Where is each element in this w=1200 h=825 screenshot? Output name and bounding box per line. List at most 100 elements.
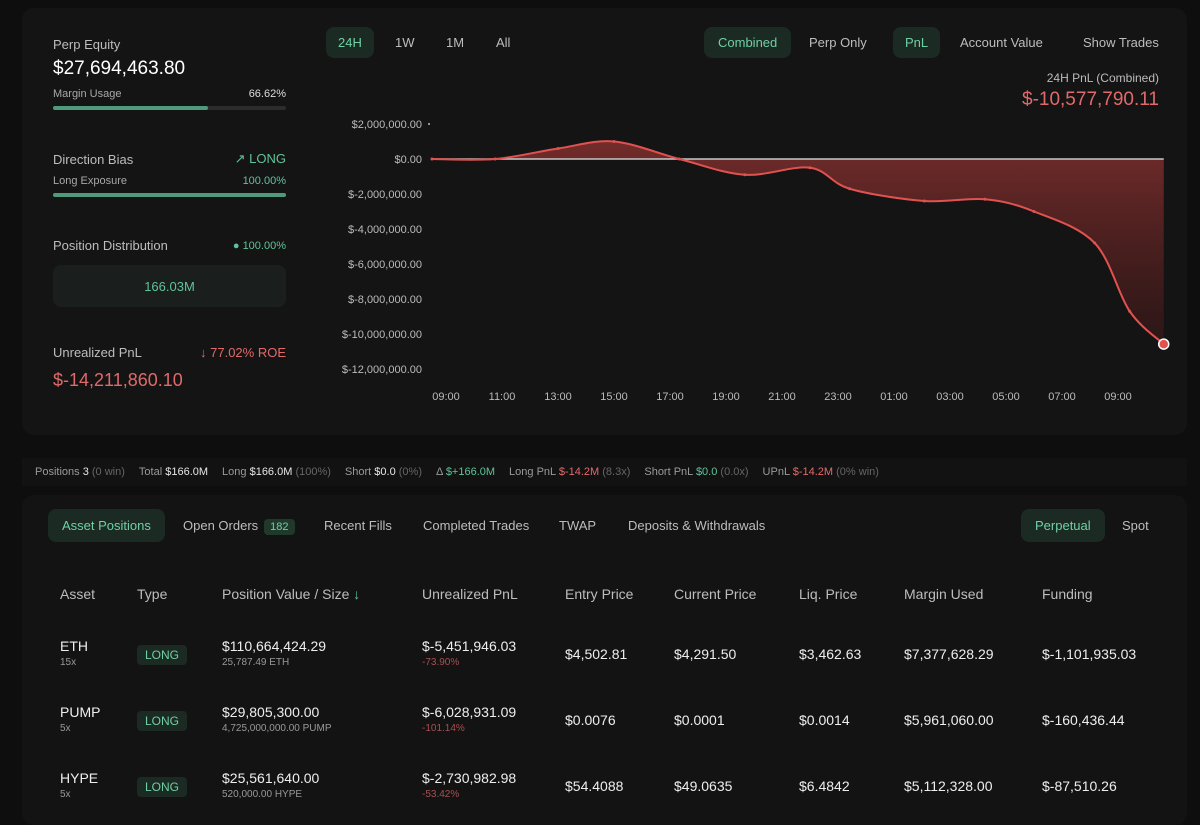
position-size: 25,787.49 ETH (222, 657, 290, 668)
roe-value: 77.02% ROE (210, 345, 286, 360)
pnl-chart[interactable]: $2,000,000.00 $0.00 $-2,000,000.00 $-4,000,… (0, 0, 1200, 420)
column-header[interactable]: Type (137, 586, 167, 602)
x-tick-label: 01:00 (880, 391, 908, 403)
current-price: $49.0635 (674, 778, 733, 794)
range-24h[interactable]: 24H (326, 27, 374, 58)
data-point (1032, 210, 1036, 213)
liq-price: $0.0014 (799, 712, 850, 728)
tab-recent-fills[interactable]: Recent Fills (324, 518, 392, 533)
long-exposure-value: 100.00% (242, 175, 286, 187)
x-tick-label: 05:00 (992, 391, 1020, 403)
summary-extra: (0% win) (836, 466, 879, 478)
column-header-label: Type (137, 586, 168, 602)
tab-asset-positions[interactable]: Asset Positions (48, 509, 165, 542)
summary-label: Long (222, 466, 247, 478)
type-badge: LONG (137, 645, 188, 665)
data-point (493, 157, 497, 161)
summary-extra: (8.3x) (602, 466, 631, 478)
tab-completed-trades[interactable]: Completed Trades (423, 518, 530, 533)
type-badge: LONG (137, 777, 188, 797)
summary-label: Total (138, 466, 163, 478)
position-distribution-pct: 100.00% (242, 239, 286, 252)
mode-combined[interactable]: Combined (704, 27, 792, 58)
tab-open-orders[interactable]: Open Orders 182 (169, 509, 309, 542)
tab-perpetual[interactable]: Perpetual (1021, 509, 1105, 542)
column-header-label: Current Price (674, 586, 757, 602)
range-1w[interactable]: 1W (395, 35, 415, 50)
mode-perp-only[interactable]: Perp Only (809, 35, 867, 50)
x-tick-label: 09:00 (1104, 391, 1132, 403)
data-point (1128, 309, 1132, 313)
arrow-down-icon: ↓ (200, 345, 211, 360)
column-header[interactable]: Margin Used (904, 586, 983, 602)
summary-label: Δ (436, 466, 443, 478)
margin-usage-bar (53, 106, 286, 110)
open-orders-count: 182 (264, 519, 295, 535)
range-all[interactable]: All (496, 35, 511, 50)
long-exposure-bar (53, 193, 286, 197)
summary-item: Positions 3 (0 win) (35, 466, 125, 478)
summary-value: $0.0 (695, 466, 718, 478)
margin-used: $5,961,060.00 (904, 712, 994, 728)
summary-value: $+166.0M (445, 466, 496, 478)
tab-spot[interactable]: Spot (1122, 518, 1149, 533)
liq-price: $3,462.63 (799, 646, 862, 662)
tab-deposits-withdrawals[interactable]: Deposits & Withdrawals (628, 518, 766, 533)
asset-name: PUMP (60, 704, 101, 720)
long-exposure-label: Long Exposure (53, 175, 127, 187)
show-trades-button[interactable]: Show Trades (1083, 35, 1159, 50)
tab-twap[interactable]: TWAP (559, 518, 597, 533)
unrealized-pnl: $-5,451,946.03 (422, 638, 517, 654)
positions-section: Asset Positions Open Orders 182 Recent Fi… (22, 495, 1187, 825)
liq-price: $6.4842 (799, 778, 850, 794)
margin-used: $5,112,328.00 (904, 778, 993, 794)
column-header[interactable]: Entry Price (565, 586, 633, 602)
asset-name: ETH (60, 638, 88, 654)
funding: $-160,436.44 (1042, 712, 1125, 728)
margin-usage-value: 66.62% (248, 88, 286, 100)
column-header[interactable]: Position Value / Size ↓ (222, 586, 360, 602)
column-header-label: Entry Price (565, 586, 634, 602)
summary-value: $166.0M (165, 466, 209, 478)
distribution-bar[interactable]: 166.03M (53, 265, 286, 307)
column-header[interactable]: Current Price (674, 586, 756, 602)
summary-item: Short PnL $0.0 (0.0x) (644, 466, 748, 478)
position-size: 4,725,000,000.00 PUMP (222, 723, 332, 734)
summary-item: Long $166.0M (100%) (222, 466, 331, 478)
metric-pnl[interactable]: PnL (893, 27, 941, 58)
column-header[interactable]: Liq. Price (799, 586, 857, 602)
position-distribution: Position Distribution ● 100.00% 166.03M (53, 238, 286, 307)
entry-price: $54.4088 (565, 778, 624, 794)
entry-price: $4,502.81 (565, 646, 628, 662)
summary-value: $166.0M (249, 466, 293, 478)
data-point (556, 147, 560, 150)
unrealized-pnl-pct: -53.42% (422, 789, 460, 800)
column-header-label: Unrealized PnL (422, 586, 518, 602)
entry-price: $0.0076 (565, 712, 616, 728)
summary-extra: (0 win) (91, 466, 125, 478)
column-header-label: Funding (1042, 586, 1093, 602)
overview-card (22, 8, 1187, 435)
position-value: $110,664,424.29 (222, 638, 327, 654)
data-point (677, 157, 681, 161)
y-tick-label: $-6,000,000.00 (348, 259, 422, 271)
summary-label: UPnL (762, 466, 790, 478)
chart-value: $-10,577,790.11 (1022, 89, 1159, 110)
y-tick-label: $-2,000,000.00 (348, 189, 422, 201)
y-tick-label: $-12,000,000.00 (342, 364, 422, 376)
trending-up-icon: ↗ (234, 151, 250, 166)
x-tick-label: 11:00 (489, 391, 516, 403)
column-header[interactable]: Funding (1042, 586, 1093, 602)
summary-value: 3 (82, 466, 89, 478)
asset-name: HYPE (60, 770, 99, 786)
range-1m[interactable]: 1M (446, 35, 465, 50)
summary-value: $-14.2M (558, 466, 600, 478)
column-header[interactable]: Asset (60, 586, 95, 602)
x-tick-label: 17:00 (656, 391, 684, 403)
metric-account-value[interactable]: Account Value (960, 35, 1043, 50)
column-header[interactable]: Unrealized PnL (422, 586, 518, 602)
chart-title: 24H PnL (Combined) (1046, 71, 1159, 85)
unrealized-pnl-label: Unrealized PnL (53, 345, 142, 360)
leverage: 15x (60, 657, 77, 668)
summary-label: Positions (35, 466, 80, 478)
